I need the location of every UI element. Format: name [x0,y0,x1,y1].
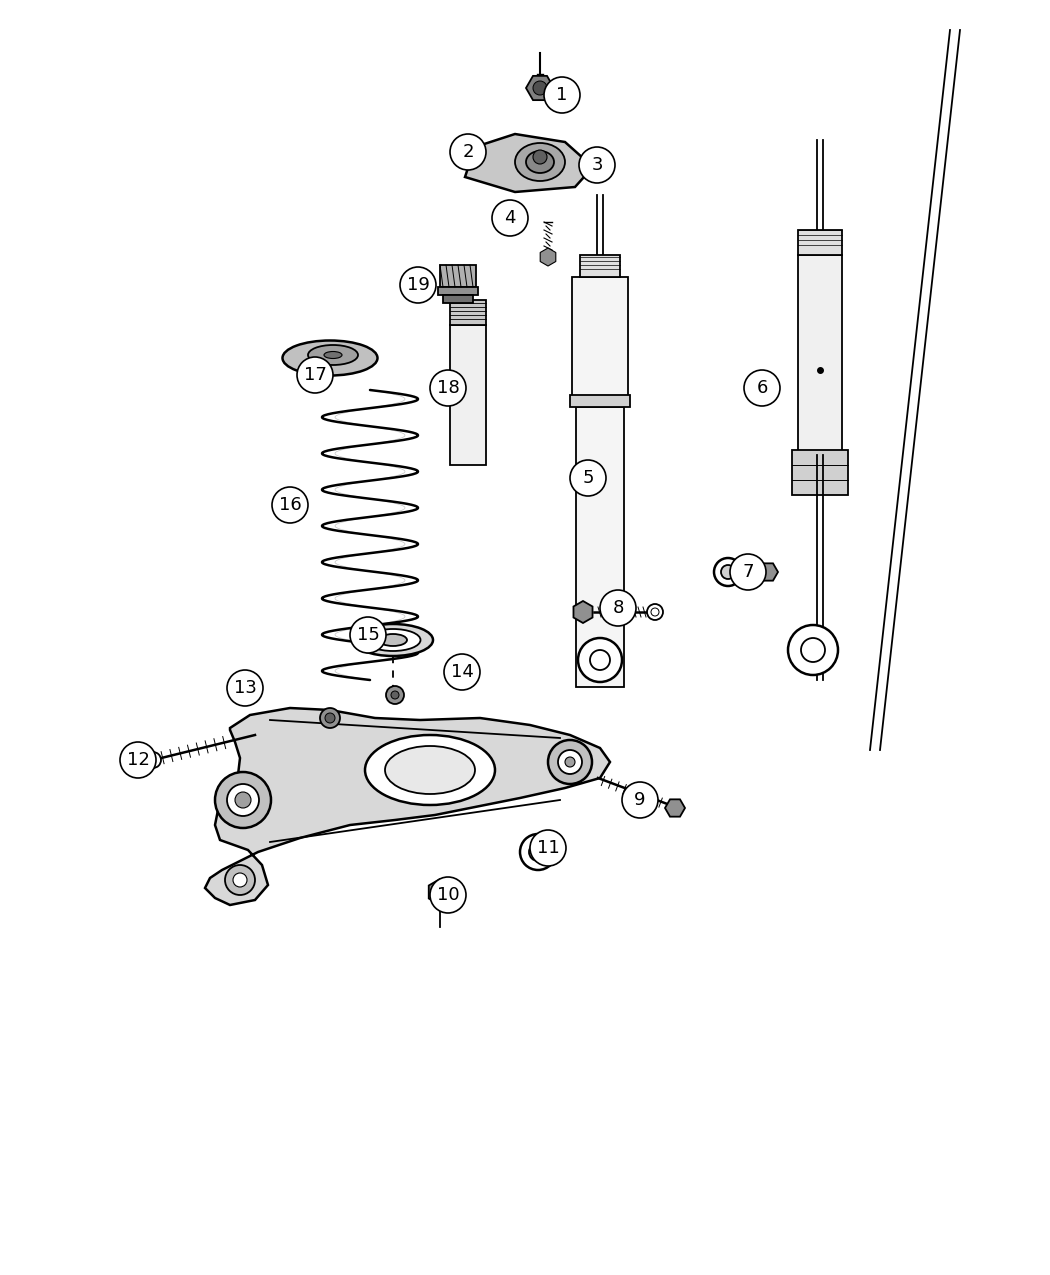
Circle shape [578,638,622,682]
Circle shape [434,886,446,898]
Bar [450,300,486,325]
Ellipse shape [514,143,565,181]
Bar [570,395,630,407]
Circle shape [533,82,547,96]
Text: 8: 8 [612,599,624,617]
Text: 3: 3 [591,156,603,173]
Circle shape [492,200,528,236]
Text: 9: 9 [634,790,646,810]
Text: 16: 16 [278,496,301,514]
Circle shape [430,877,466,913]
Circle shape [391,691,399,699]
Circle shape [430,370,466,405]
Circle shape [529,843,547,861]
Text: 7: 7 [742,564,754,581]
Circle shape [622,782,658,819]
Text: 18: 18 [437,379,460,397]
Circle shape [450,134,486,170]
Circle shape [320,708,340,728]
Text: 10: 10 [437,886,459,904]
Text: 19: 19 [406,275,429,295]
Circle shape [227,669,262,706]
Circle shape [350,617,386,653]
Circle shape [534,848,542,856]
Ellipse shape [308,346,358,365]
Ellipse shape [353,623,433,657]
Circle shape [788,625,838,674]
Circle shape [326,713,335,723]
Bar [798,230,842,255]
Ellipse shape [365,734,495,805]
Circle shape [548,740,592,784]
Circle shape [520,834,556,870]
Circle shape [730,555,766,590]
Ellipse shape [282,340,378,376]
Bar [792,450,848,495]
Circle shape [801,638,825,662]
Circle shape [145,752,161,768]
Text: 17: 17 [303,366,327,384]
Circle shape [444,654,480,690]
Polygon shape [465,134,593,193]
Ellipse shape [526,150,554,173]
Ellipse shape [379,634,407,646]
Polygon shape [205,708,610,905]
Circle shape [533,150,547,164]
Text: 5: 5 [583,469,593,487]
Ellipse shape [324,352,342,358]
Ellipse shape [385,746,475,794]
Circle shape [400,266,436,303]
Bar [580,255,620,277]
Circle shape [120,742,156,778]
Circle shape [558,750,582,774]
Circle shape [721,565,735,579]
Text: 1: 1 [556,85,568,105]
Text: 6: 6 [756,379,768,397]
Ellipse shape [365,629,420,652]
Bar [443,295,472,303]
Circle shape [272,487,308,523]
Circle shape [579,147,615,184]
Circle shape [227,784,259,816]
Circle shape [651,608,659,616]
Circle shape [233,873,247,887]
Text: 14: 14 [450,663,474,681]
Circle shape [590,650,610,669]
Bar [440,265,476,287]
Bar [572,277,628,397]
Circle shape [225,864,255,895]
Circle shape [235,792,251,808]
Bar [576,407,624,687]
Bar [450,325,486,465]
Circle shape [530,830,566,866]
Circle shape [565,757,575,768]
Circle shape [744,370,780,405]
Circle shape [297,357,333,393]
Circle shape [600,590,636,626]
Circle shape [544,76,580,113]
Bar [798,255,842,455]
Text: 4: 4 [504,209,516,227]
Text: 15: 15 [357,626,379,644]
Circle shape [386,686,404,704]
Bar [438,287,478,295]
Circle shape [647,604,663,620]
Text: 12: 12 [127,751,149,769]
Text: 13: 13 [233,680,256,697]
Circle shape [570,460,606,496]
Circle shape [215,771,271,827]
Text: 11: 11 [537,839,560,857]
Text: 2: 2 [462,143,474,161]
Circle shape [714,558,742,587]
